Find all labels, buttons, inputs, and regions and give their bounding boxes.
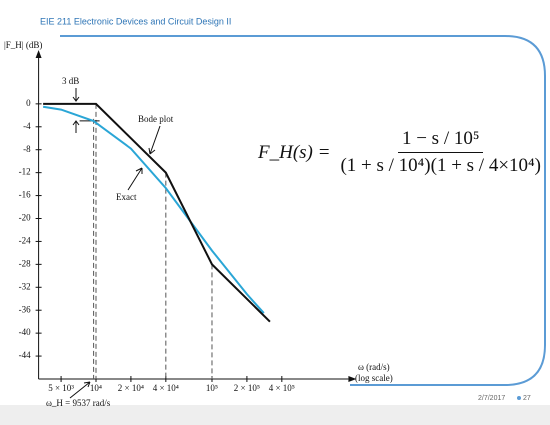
y-tick-label: -32 — [19, 281, 31, 291]
x-tick-label: 2 × 10⁵ — [234, 383, 260, 393]
x-tick-label: 10⁵ — [206, 383, 218, 393]
y-axis-label: |F_H| (dB) — [4, 40, 42, 50]
series-line — [42, 105, 265, 314]
x-axis-label: ω (rad/s) — [358, 362, 390, 372]
page-number: 27 — [523, 395, 531, 402]
formula-lhs: F_H(s) = — [258, 141, 331, 163]
y-tick-label: -16 — [19, 190, 31, 200]
y-tick-label: -28 — [19, 258, 31, 268]
y-tick-label: -36 — [19, 304, 31, 314]
y-tick-label: -12 — [19, 167, 31, 177]
x-axis-arrow — [348, 376, 357, 382]
header: EIE 211 Electronic Devices and Circuit D… — [40, 16, 231, 26]
y-tick-label: 0 — [26, 98, 31, 108]
footer-band — [0, 405, 550, 425]
series-line — [43, 102, 271, 323]
slide-frame — [60, 35, 546, 386]
y-tick-label: -40 — [19, 327, 31, 337]
x-tick-label: 5 × 10³ — [48, 383, 74, 393]
x-scale-label: (log scale) — [355, 373, 393, 383]
y-axis-arrow — [35, 50, 42, 58]
y-tick-label: -24 — [19, 235, 31, 245]
y-tick-label: -44 — [19, 350, 31, 360]
y-tick-label: -8 — [23, 144, 31, 154]
exact-arrow — [127, 167, 143, 191]
formula: F_H(s) = 1 − s / 10⁵ (1 + s / 10⁴)(1 + s… — [258, 128, 545, 177]
date: 2/7/2017 — [478, 395, 505, 402]
cutoff-arrow — [69, 381, 91, 399]
numerator: 1 − s / 10⁵ — [397, 128, 484, 153]
y-tick-label: -20 — [19, 213, 31, 223]
legend-bode: Bode plot — [138, 114, 174, 124]
x-tick-label: 4 × 10⁴ — [153, 383, 179, 393]
x-tick-label: 2 × 10⁴ — [118, 383, 144, 393]
x-tick-label: 4 × 10⁵ — [269, 383, 295, 393]
annotation-3db: 3 dB — [62, 76, 79, 86]
fraction: 1 − s / 10⁵ (1 + s / 10⁴)(1 + s / 4×10⁴) — [336, 128, 545, 177]
legend-exact: Exact — [116, 192, 137, 202]
y-tick-label: -4 — [23, 121, 31, 131]
bullet — [517, 396, 521, 400]
x-tick-label: 10⁴ — [90, 383, 102, 393]
annotation-cutoff: ω_H = 9537 rad/s — [46, 398, 111, 408]
bode-arrow — [148, 125, 161, 155]
denominator: (1 + s / 10⁴)(1 + s / 4×10⁴) — [340, 155, 542, 176]
three-db-arrows — [72, 88, 80, 133]
